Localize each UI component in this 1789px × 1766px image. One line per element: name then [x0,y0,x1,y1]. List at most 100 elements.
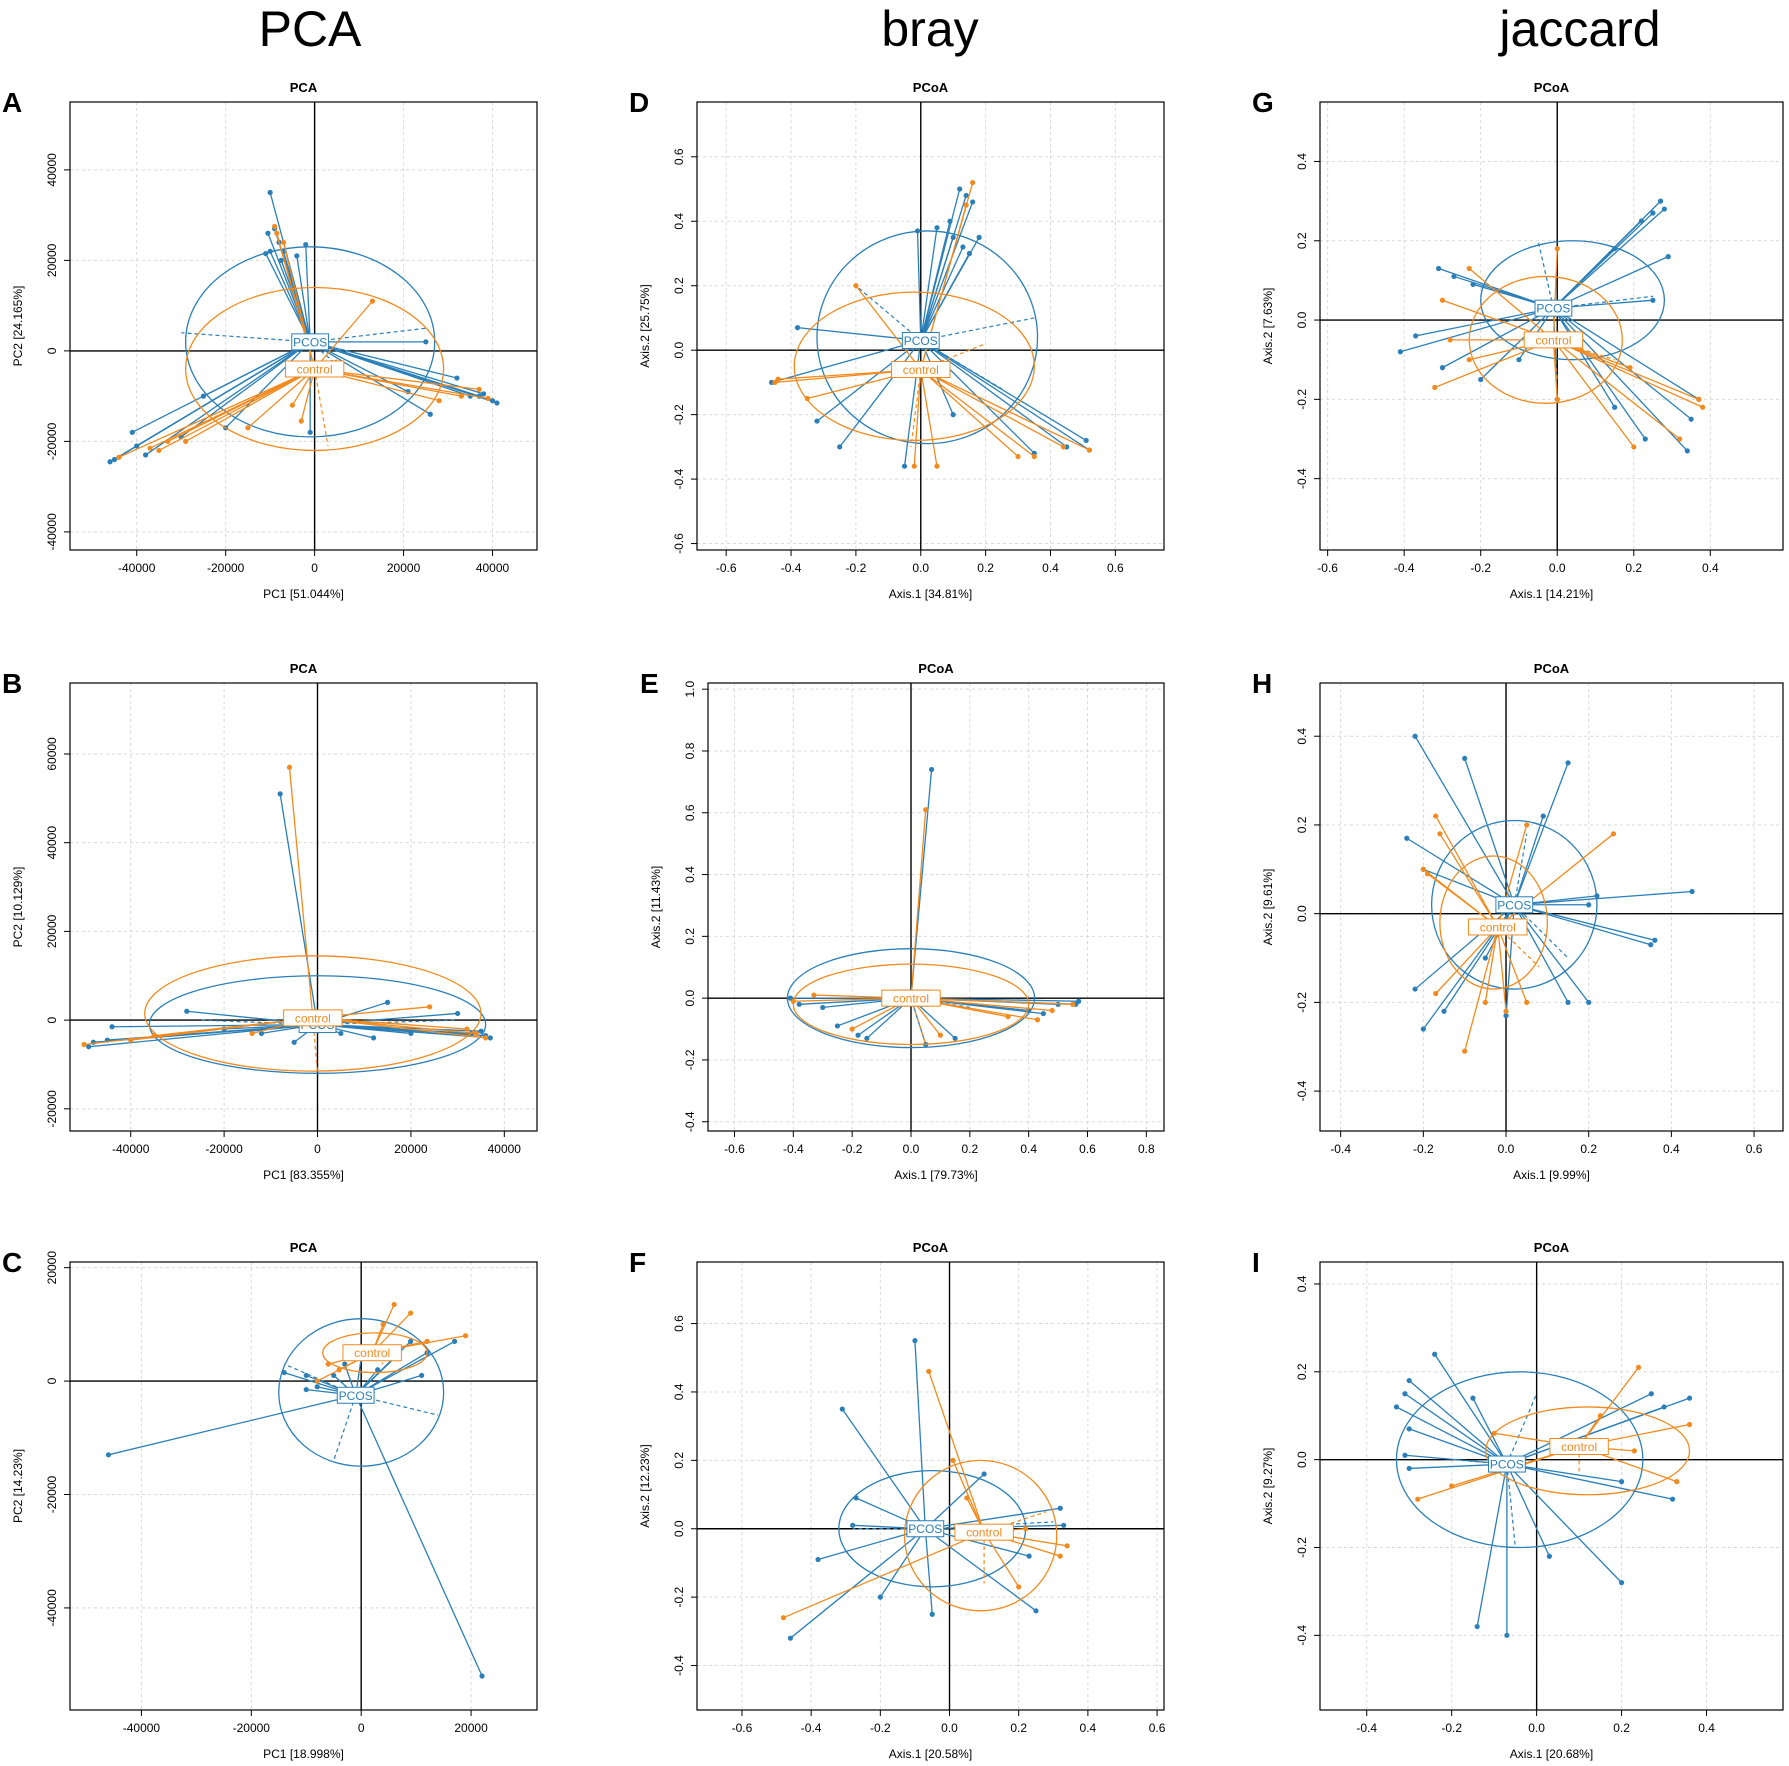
panel-b: BPCOScontrol-40000-2000002000040000-2000… [2,661,538,1182]
point-pcos [129,429,135,435]
spoke-control [1484,926,1499,1003]
point-pcos [787,1635,794,1641]
point-control [964,1495,970,1501]
point-pcos [1642,436,1648,442]
spoke-pcos [1506,1463,1673,1500]
plot-frame [69,101,538,551]
spoke-pcos [1552,248,1616,309]
plot-frame [69,682,538,1132]
dashed-spoke-pcos [1506,1393,1538,1465]
point-pcos [1397,349,1403,355]
spoke-pcos [920,253,970,341]
group-label-pcos: PCOS [293,335,327,349]
point-pcos [1689,888,1695,895]
group-label-pcos: PCOS [1490,1458,1524,1472]
group-label-control: control [1480,920,1516,934]
panel-letter-i: I [1252,1247,1260,1278]
x-tick-label: 0.8 [1138,1142,1155,1156]
point-pcos [1462,755,1468,762]
point-pcos [1565,760,1571,766]
point-control [1686,1421,1693,1428]
point-control [963,202,969,208]
point-control [183,438,189,444]
group-label-control: control [1535,333,1571,347]
point-pcos [1026,1553,1032,1559]
point-pcos [981,1471,987,1477]
y-tick-label: 0.6 [672,1315,686,1332]
point-pcos [294,253,300,259]
point-control [462,1333,469,1339]
y-tick-label: 0.2 [672,277,686,294]
point-pcos [864,1035,870,1041]
ellipse-control [903,1459,1058,1612]
point-pcos [143,452,149,458]
point-pcos [966,250,973,257]
y-tick-label: 20000 [45,914,59,948]
panel-h: H PCOS control -0.4 -0.2 0.0 0.2 0.4 0.6 -0.4 -0.2… [1252,661,1784,1182]
spoke-pcos [1552,208,1665,309]
point-control [934,463,940,469]
point-control [1437,831,1443,837]
point-pcos [1652,937,1658,943]
y-tick-label: -0.4 [1295,468,1309,489]
y-tick-label: -40000 [45,513,59,551]
spoke-pcos [1480,307,1554,380]
spoke-pcos [920,201,974,341]
group-label-box-control [954,1523,1014,1541]
point-control [1086,447,1093,453]
point-pcos [281,1369,287,1376]
ellipse-pcos [1395,1371,1644,1549]
dashed-spoke-pcos [855,285,922,341]
x-tick-label: -0.2 [842,1142,863,1156]
y-tick-label: 0.2 [672,1452,686,1469]
spoke-control [855,285,922,370]
point-control [1462,1048,1468,1054]
point-control [970,179,976,186]
panel-letter-h: H [1252,668,1272,699]
point-control [249,1030,255,1037]
point-control [151,1033,157,1039]
spoke-pcos [1396,1406,1508,1465]
point-control [1420,866,1426,872]
chart-title: PCA [290,80,318,95]
group-label-box-control [1468,918,1528,936]
spoke-control [783,1531,985,1619]
x-axis-label: PC1 [83.355%] [263,1168,344,1182]
spoke-pcos [925,1507,1061,1530]
point-pcos [1451,273,1457,280]
point-pcos [109,1024,115,1030]
panel-d: D PCOS control -0.6 -0.4 -0.2 0.0 0.2 0.4 0.6 -0.6… [629,80,1165,601]
point-pcos [1432,1351,1438,1357]
point-control [1070,1001,1076,1007]
spoke-control [1464,926,1499,1052]
spoke-pcos [1434,1353,1508,1465]
point-control [1031,453,1037,460]
dashed-spoke-pcos [333,1395,357,1461]
spoke-pcos [1408,1380,1508,1465]
point-control [1049,1007,1055,1014]
point-control [336,1367,342,1373]
spoke-pcos [136,341,311,447]
group-label-box-pcos [1495,896,1534,914]
y-tick-label: 0.0 [1295,1451,1309,1468]
x-tick-label: -40000 [123,1721,161,1735]
point-pcos [934,225,940,231]
x-tick-label: 0.4 [1702,561,1719,575]
point-pcos [419,1372,425,1379]
spoke-control [1552,339,1558,400]
x-tick-label: -0.2 [1413,1142,1434,1156]
y-tick-label: -0.2 [1295,1537,1309,1558]
point-pcos [134,443,140,449]
spoke-pcos [1553,307,1700,400]
point-pcos [489,398,496,404]
panel-i: I PCOS control -0.4 -0.2 0.0 0.2 0.4 -0.4 -0.2 0.0… [1252,1240,1784,1761]
y-tick-label: -40000 [45,1589,59,1627]
y-tick-label: 0.6 [672,148,686,165]
plot-frame [1319,101,1784,551]
spoke-pcos [924,1528,933,1615]
point-pcos [408,1030,414,1037]
dashed-spoke-pcos [181,332,311,343]
spoke-pcos [1514,904,1656,941]
point-pcos [303,1386,309,1393]
group-label-box-pcos [901,332,940,350]
